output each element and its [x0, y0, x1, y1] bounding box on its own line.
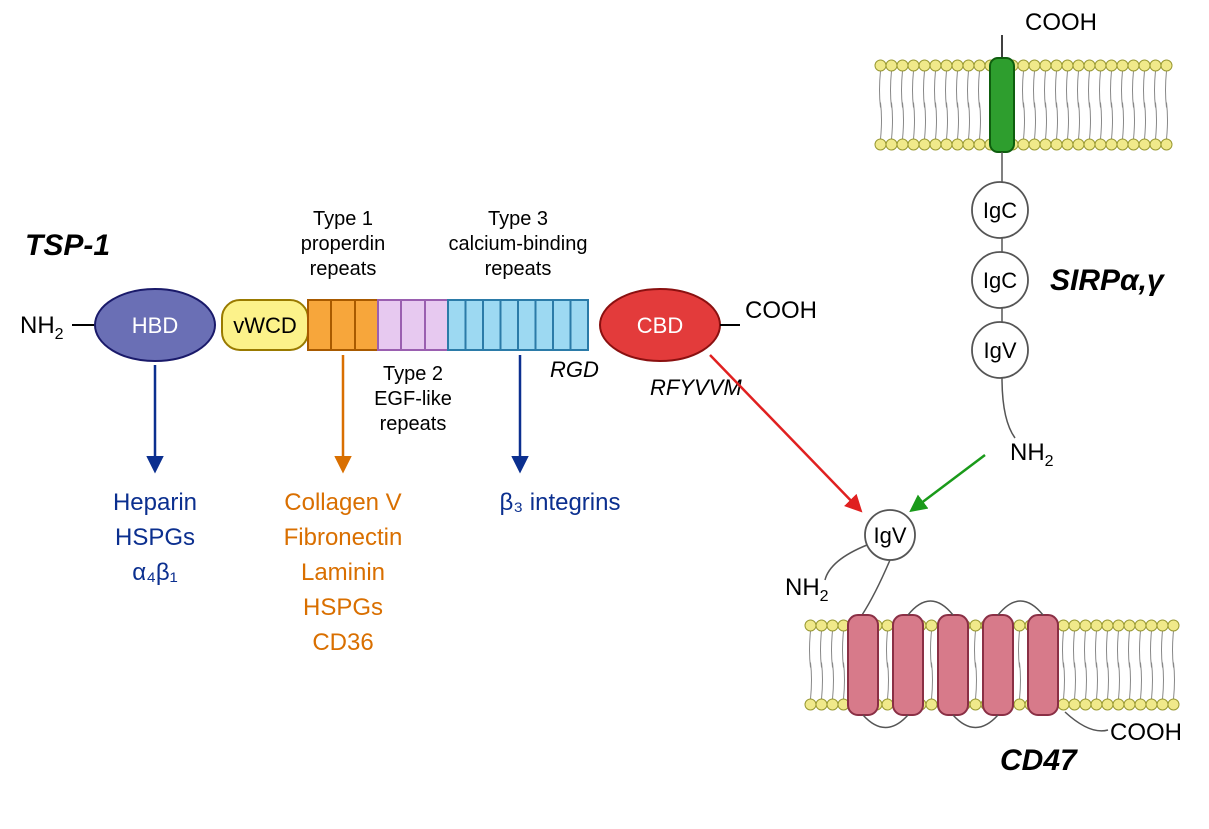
type2-annot-2: EGF-like [374, 388, 452, 410]
type1-target-3: Laminin [301, 559, 385, 586]
sirp-to-cd47-arrow [912, 455, 985, 510]
cd47-title: CD47 [1000, 744, 1078, 777]
type2-annot-1: Type 2 [383, 363, 443, 385]
type3-annot-2: calcium-binding [449, 233, 588, 255]
rfyvvm-label: RFYVVM [650, 375, 742, 400]
type1-repeats [308, 300, 378, 350]
diagram-canvas: TSP-1 NH2 HBD vWCD Type 1 properdin repe… [0, 0, 1209, 829]
sirp-membrane [875, 60, 1172, 150]
cd47-cooh-connector [1065, 712, 1108, 731]
tsp1-nh2: NH2 [20, 312, 64, 343]
svg-text:IgC: IgC [983, 268, 1017, 293]
sirp-title: SIRPα,γ [1050, 264, 1166, 297]
sirp-nh2-connector [1002, 378, 1015, 438]
tsp1-title: TSP-1 [25, 229, 110, 262]
hbd-target-2: HSPGs [115, 524, 195, 551]
type1-target-2: Fibronectin [284, 524, 403, 551]
tsp1-cooh: COOH [745, 297, 817, 324]
cd47-nh2-connector [825, 545, 867, 580]
type2-repeats [378, 300, 448, 350]
type1-target-4: HSPGs [303, 594, 383, 621]
cbd-label: CBD [637, 313, 683, 338]
cd47-nh2: NH2 [785, 574, 829, 605]
hbd-label: HBD [132, 313, 178, 338]
type3-target: β₃ integrins [500, 489, 621, 516]
sirp-tm-domain [990, 58, 1014, 152]
svg-text:IgC: IgC [983, 198, 1017, 223]
svg-text:IgV: IgV [873, 523, 906, 548]
sirp-igv: IgV [972, 322, 1028, 378]
type2-annot-3: repeats [380, 413, 447, 435]
type1-annot-3: repeats [310, 258, 377, 280]
type1-annot-1: Type 1 [313, 208, 373, 230]
type3-annot-3: repeats [485, 258, 552, 280]
hbd-target-1: Heparin [113, 489, 197, 516]
cbd-to-cd47-arrow [710, 355, 860, 510]
type3-annot-1: Type 3 [488, 208, 548, 230]
vwcd-label: vWCD [233, 313, 297, 338]
sirp-cooh: COOH [1025, 9, 1097, 36]
cd47-igv: IgV [865, 510, 915, 560]
sirp-igc-1: IgC [972, 182, 1028, 238]
type1-annot-2: properdin [301, 233, 386, 255]
cd47-cooh: COOH [1110, 719, 1182, 746]
svg-text:IgV: IgV [983, 338, 1016, 363]
type1-target-1: Collagen V [284, 489, 401, 516]
type1-target-5: CD36 [312, 629, 373, 656]
sirp-igc-2: IgC [972, 252, 1028, 308]
hbd-target-3: α₄β₁ [132, 559, 178, 586]
rgd-label: RGD [550, 357, 599, 382]
cd47-igv-to-tm [862, 560, 890, 615]
sirp-nh2: NH2 [1010, 439, 1054, 470]
type3-repeats [448, 300, 588, 350]
